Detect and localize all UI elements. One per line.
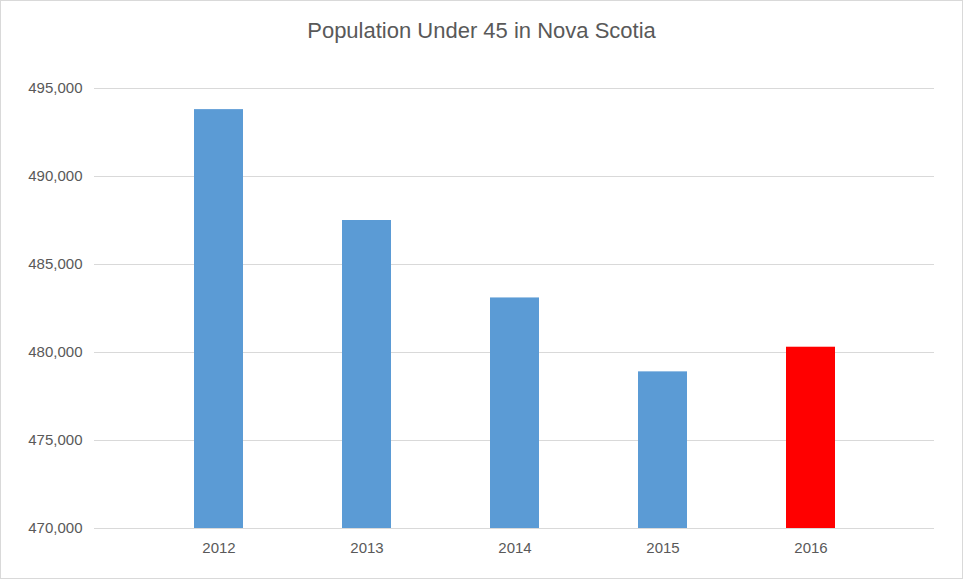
svg-text:2013: 2013 [350, 539, 383, 556]
svg-text:480,000: 480,000 [28, 343, 82, 360]
svg-text:2016: 2016 [794, 539, 827, 556]
svg-text:2012: 2012 [202, 539, 235, 556]
svg-text:475,000: 475,000 [28, 431, 82, 448]
svg-text:485,000: 485,000 [28, 255, 82, 272]
svg-text:2015: 2015 [646, 539, 679, 556]
html-text:Population Under 45 in Nova Sc: Population Under 45 in Nova Scotia [307, 18, 656, 43]
svg-text:490,000: 490,000 [28, 167, 82, 184]
svg-text:470,000: 470,000 [28, 519, 82, 536]
svg-text:495,000: 495,000 [28, 79, 82, 96]
svg-text:2014: 2014 [498, 539, 531, 556]
